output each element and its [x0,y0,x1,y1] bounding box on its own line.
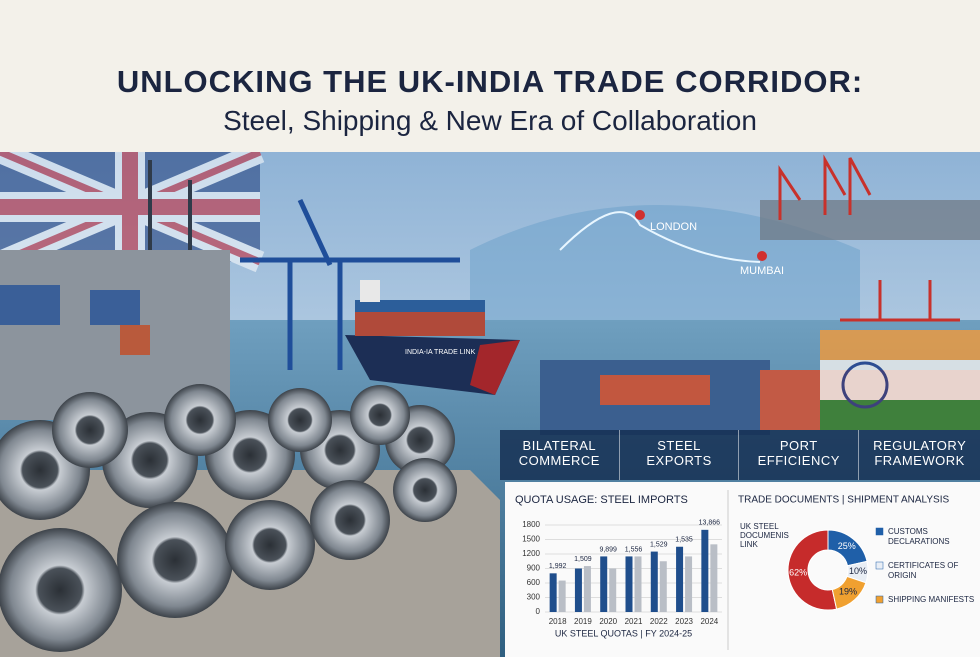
pillar: PORT EFFICIENCY [739,430,860,480]
legend-label: CUSTOMS DECLARATIONS [888,527,950,546]
steel-coils [0,384,457,652]
pin [635,210,645,220]
pillar: STEEL EXPORTS [620,430,740,480]
ship-label: INDIA-IA TRADE LINK [405,349,476,356]
cranes [778,154,960,322]
legend-label: SHIPPING MANIFESTS [888,595,975,604]
pillar: REGULATORY FRAMEWORK [873,438,967,468]
uk-flag [0,141,265,273]
legend-label: CERTIFICATES OF ORIGIN [888,561,959,580]
pillars: BILATERAL COMMERCE STEEL EXPORTS PORT EF… [500,430,980,480]
gantry-crane [240,198,460,370]
map-label: MUMBAI [740,265,784,277]
subtitle: Steel, Shipping & New Era of Collaborati… [223,105,757,136]
port [760,200,980,240]
map-label: LONDON [650,221,697,233]
header-band [0,0,980,152]
center-label: UK STEEL DOCUMENIS LINK [740,522,789,549]
title: UNLOCKING THE UK-INDIA TRADE CORRIDOR: [116,64,864,99]
trade-route [559,211,761,263]
ship: INDIA-IA TRADE LINK [345,280,520,395]
pin [757,251,767,261]
india-flag [820,330,980,430]
pillar: BILATERAL COMMERCE [500,430,620,480]
